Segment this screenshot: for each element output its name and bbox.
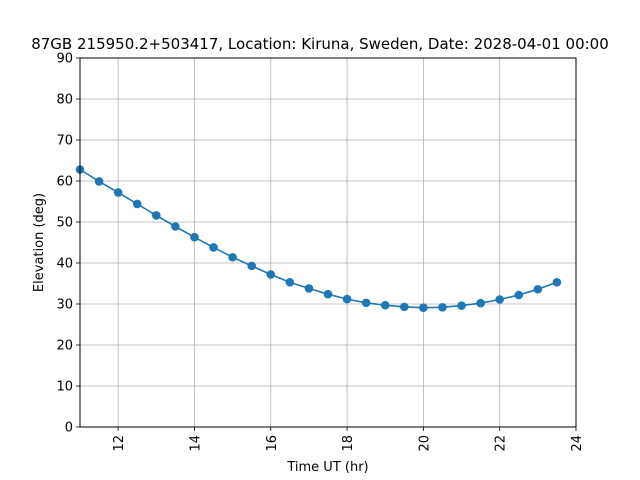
data-point: [304, 284, 314, 293]
y-tick-label: 60: [56, 175, 73, 190]
data-point: [171, 222, 180, 231]
data-point: [400, 302, 409, 312]
y-tick-label: 80: [56, 93, 73, 108]
data-point: [152, 211, 161, 220]
y-tick-label: 10: [56, 380, 73, 395]
data-point: [342, 294, 352, 304]
x-tick-label: 16: [265, 435, 280, 452]
data-point: [419, 303, 428, 312]
y-tick-label: 40: [56, 257, 73, 272]
data-point: [228, 252, 237, 262]
y-tick-label: 0: [65, 421, 73, 436]
data-point: [533, 284, 543, 294]
data-point: [266, 270, 276, 279]
data-point: [190, 232, 199, 242]
x-axis-label: Time UT (hr): [286, 460, 368, 475]
data-point: [209, 243, 218, 252]
x-tick-label: 24: [570, 435, 585, 452]
data-point: [457, 301, 466, 310]
data-point: [94, 177, 104, 186]
data-point: [113, 188, 123, 197]
data-point: [132, 199, 142, 209]
x-tick-label: 12: [112, 435, 127, 452]
x-tick-label: 14: [188, 435, 203, 452]
series-elevation: [75, 165, 562, 312]
y-tick-label: 30: [56, 298, 73, 313]
data-point: [247, 261, 256, 271]
y-tick-label: 50: [56, 216, 73, 231]
y-tick-label: 20: [56, 339, 73, 354]
y-tick-label: 90: [56, 52, 73, 67]
plot-frame: [79, 57, 577, 428]
x-tick-label: 20: [417, 435, 432, 452]
data-point: [380, 300, 390, 310]
axes: 12 14 16 18 20 22 24 0 10 20 30 40 50 60 70 80 90: [56, 52, 585, 452]
data-point: [438, 302, 447, 312]
x-tick-label: 18: [341, 435, 356, 452]
chart-title: 87GB 215950.2+503417, Location: Kiruna, …: [31, 35, 609, 53]
data-point: [285, 277, 295, 287]
data-point: [552, 277, 562, 287]
y-axis-label: Elevation (deg): [32, 193, 47, 292]
x-tick-label: 22: [494, 435, 509, 452]
data-point: [361, 298, 371, 308]
data-point: [514, 290, 524, 300]
y-tick-label: 70: [56, 134, 73, 149]
data-point: [495, 295, 504, 304]
data-point: [476, 298, 485, 308]
data-point: [323, 289, 333, 299]
